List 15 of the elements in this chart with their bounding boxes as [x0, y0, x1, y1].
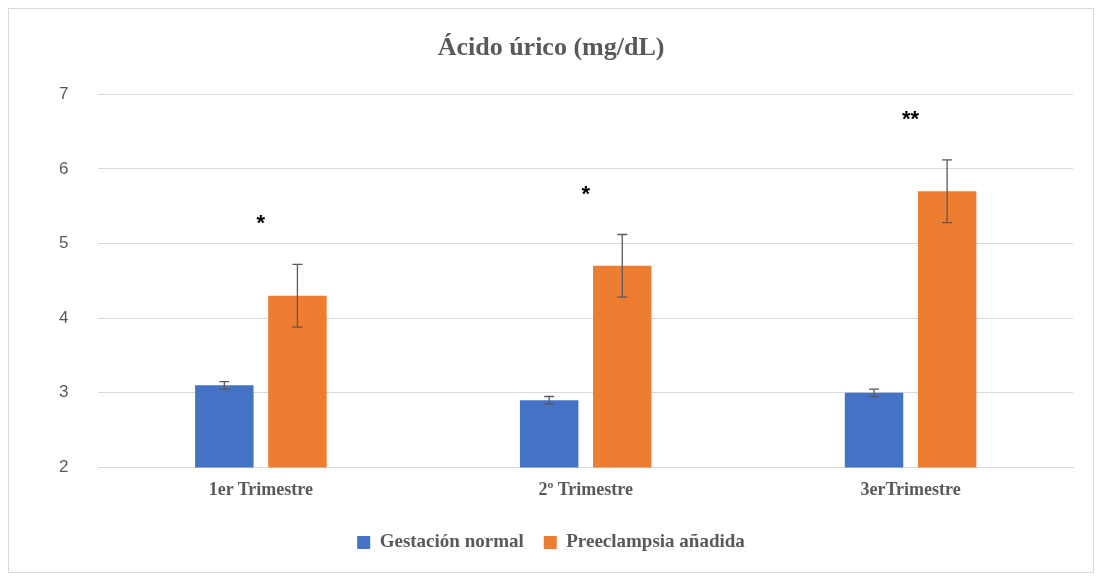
x-tick-label: 2º Trimestre	[538, 478, 633, 499]
legend-label: Gestación normal	[379, 530, 524, 552]
chart-title: Ácido úrico (mg/dL)	[437, 32, 665, 62]
y-tick-label: 3	[58, 382, 69, 402]
annotation: **	[902, 105, 920, 131]
annotation: *	[581, 180, 591, 206]
legend-label: Preeclampsia añadida	[566, 530, 746, 552]
y-tick-label: 4	[58, 307, 69, 327]
y-tick-label: 2	[58, 457, 69, 477]
y-tick-label: 5	[58, 233, 69, 253]
x-tick-label: 3erTrimestre	[860, 478, 961, 499]
x-tick-label: 1er Trimestre	[208, 478, 313, 499]
annotation: *	[256, 210, 266, 236]
y-tick-label: 6	[58, 158, 69, 178]
y-tick-label: 7	[58, 83, 69, 103]
